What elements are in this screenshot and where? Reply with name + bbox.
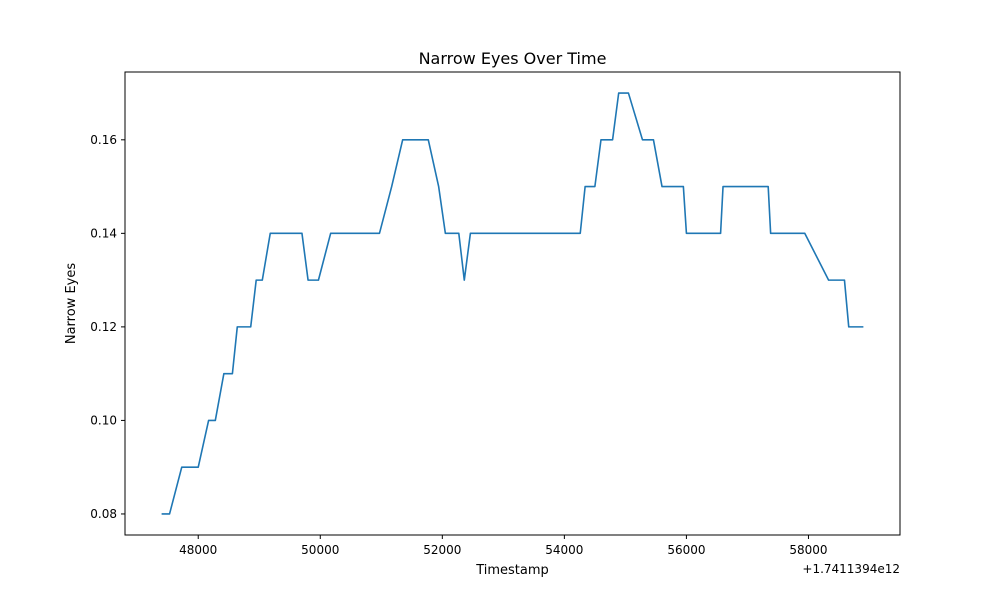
x-tick-label: 50000 bbox=[301, 543, 339, 557]
y-tick-label: 0.12 bbox=[90, 320, 117, 334]
y-tick-label: 0.10 bbox=[90, 413, 117, 427]
x-tick-label: 52000 bbox=[423, 543, 461, 557]
plot-frame bbox=[124, 71, 901, 536]
chart-title: Narrow Eyes Over Time bbox=[419, 49, 607, 68]
y-tick-label: 0.08 bbox=[90, 507, 117, 521]
y-tick-label: 0.16 bbox=[90, 133, 117, 147]
plot-area bbox=[161, 92, 864, 515]
y-axis-label: Narrow Eyes bbox=[64, 263, 79, 344]
y-axis: 0.08 0.10 0.12 0.14 0.16 bbox=[90, 133, 125, 521]
x-tick-label: 54000 bbox=[545, 543, 583, 557]
x-tick-label: 48000 bbox=[179, 543, 217, 557]
series-line bbox=[161, 92, 864, 515]
x-axis: 48000 50000 52000 54000 56000 58000 bbox=[179, 535, 828, 557]
x-axis-offset-label: +1.7411394e12 bbox=[802, 562, 900, 576]
x-tick-label: 56000 bbox=[667, 543, 705, 557]
y-tick-label: 0.14 bbox=[90, 226, 117, 240]
x-axis-label: Timestamp bbox=[475, 563, 549, 578]
x-tick-label: 58000 bbox=[789, 543, 827, 557]
